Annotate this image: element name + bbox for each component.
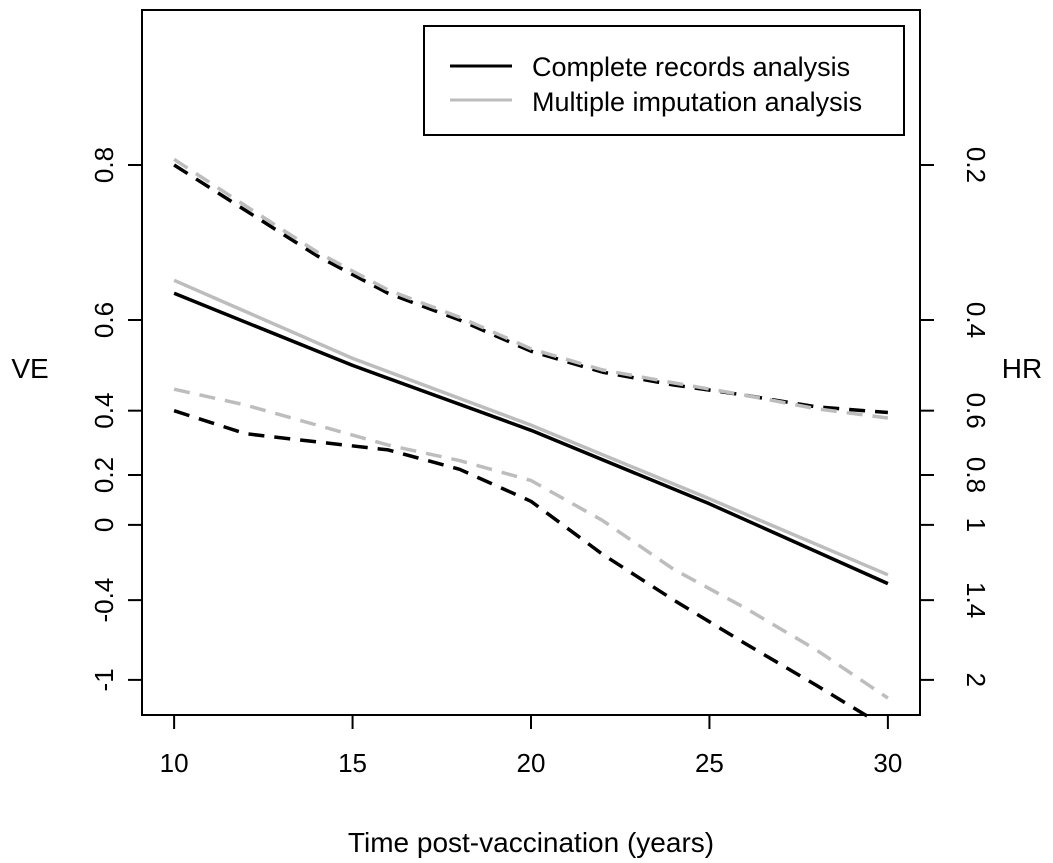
x-tick-label: 20 bbox=[517, 748, 546, 778]
legend-label-complete: Complete records analysis bbox=[532, 52, 850, 82]
hr-axis: 0.2 0.4 0.6 0.8 1 1.4 2 bbox=[920, 147, 991, 687]
legend-box bbox=[423, 25, 905, 136]
hr-tick-label: 0.8 bbox=[961, 457, 991, 493]
x-tick-label: 25 bbox=[695, 748, 724, 778]
legend-label-imputation: Multiple imputation analysis bbox=[532, 87, 862, 117]
ve-tick-label: -0.4 bbox=[89, 578, 119, 623]
hr-tick-label: 2 bbox=[961, 673, 991, 687]
series-line-imputation-upper bbox=[173, 157, 889, 420]
x-axis: 10 15 20 25 30 bbox=[160, 715, 902, 778]
legend: Complete records analysis Multiple imput… bbox=[423, 25, 905, 136]
ve-tick-label: 0.8 bbox=[89, 147, 119, 183]
ve-tick-label: 0 bbox=[89, 518, 119, 532]
ve-axis: 0.8 0.6 0.4 0.2 0 -0.4 -1 bbox=[89, 147, 142, 691]
series-line-imputation-estimate bbox=[173, 278, 889, 577]
x-tick-label: 30 bbox=[873, 748, 902, 778]
hr-axis-title: HR bbox=[1002, 353, 1042, 384]
x-tick-label: 10 bbox=[160, 748, 189, 778]
series-line-complete-lower bbox=[173, 409, 871, 720]
hr-tick-label: 1.4 bbox=[961, 582, 991, 618]
hr-tick-label: 0.4 bbox=[961, 302, 991, 338]
ve-tick-label: 0.2 bbox=[89, 457, 119, 493]
hr-tick-label: 1 bbox=[961, 518, 991, 532]
ve-axis-title: VE bbox=[11, 353, 48, 384]
x-axis-title: Time post-vaccination (years) bbox=[348, 827, 714, 858]
ve-tick-label: -1 bbox=[89, 668, 119, 691]
hr-tick-label: 0.6 bbox=[961, 393, 991, 429]
series-line-complete-estimate bbox=[173, 291, 889, 586]
hr-tick-label: 0.2 bbox=[961, 147, 991, 183]
x-tick-label: 15 bbox=[338, 748, 367, 778]
ve-tick-label: 0.6 bbox=[89, 302, 119, 338]
series-line-complete-upper bbox=[173, 163, 889, 415]
series-layer bbox=[173, 157, 889, 720]
ve-tick-label: 0.4 bbox=[89, 393, 119, 429]
series-line-imputation-lower bbox=[173, 387, 889, 700]
